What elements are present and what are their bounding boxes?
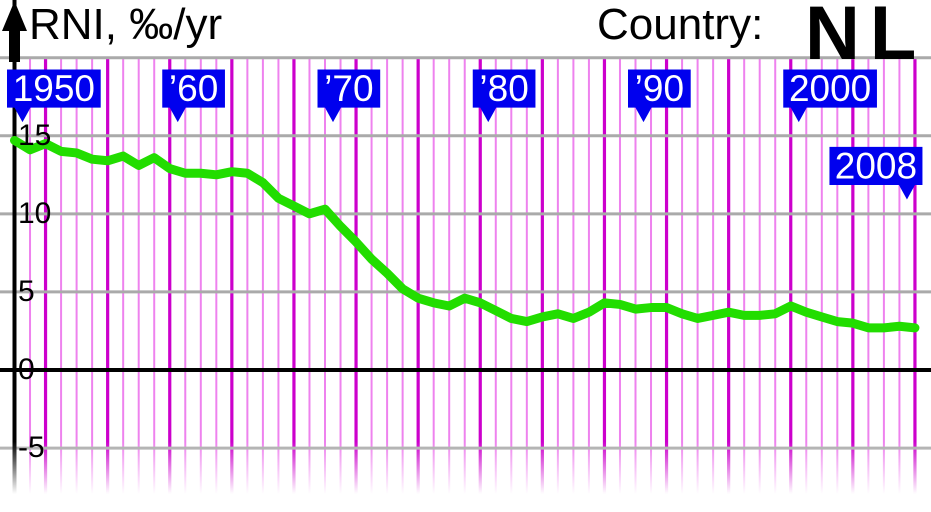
svg-text:’90: ’90 (635, 68, 684, 109)
svg-text:15: 15 (18, 119, 51, 152)
svg-text:’70: ’70 (324, 68, 373, 109)
svg-text:2008: 2008 (835, 145, 917, 186)
svg-text:5: 5 (18, 275, 35, 308)
svg-text:10: 10 (18, 197, 51, 230)
svg-text:’80: ’80 (479, 68, 528, 109)
svg-text:-5: -5 (18, 431, 45, 464)
svg-text:’60: ’60 (169, 68, 218, 109)
svg-text:0: 0 (18, 353, 35, 386)
svg-text:1950: 1950 (13, 68, 95, 109)
